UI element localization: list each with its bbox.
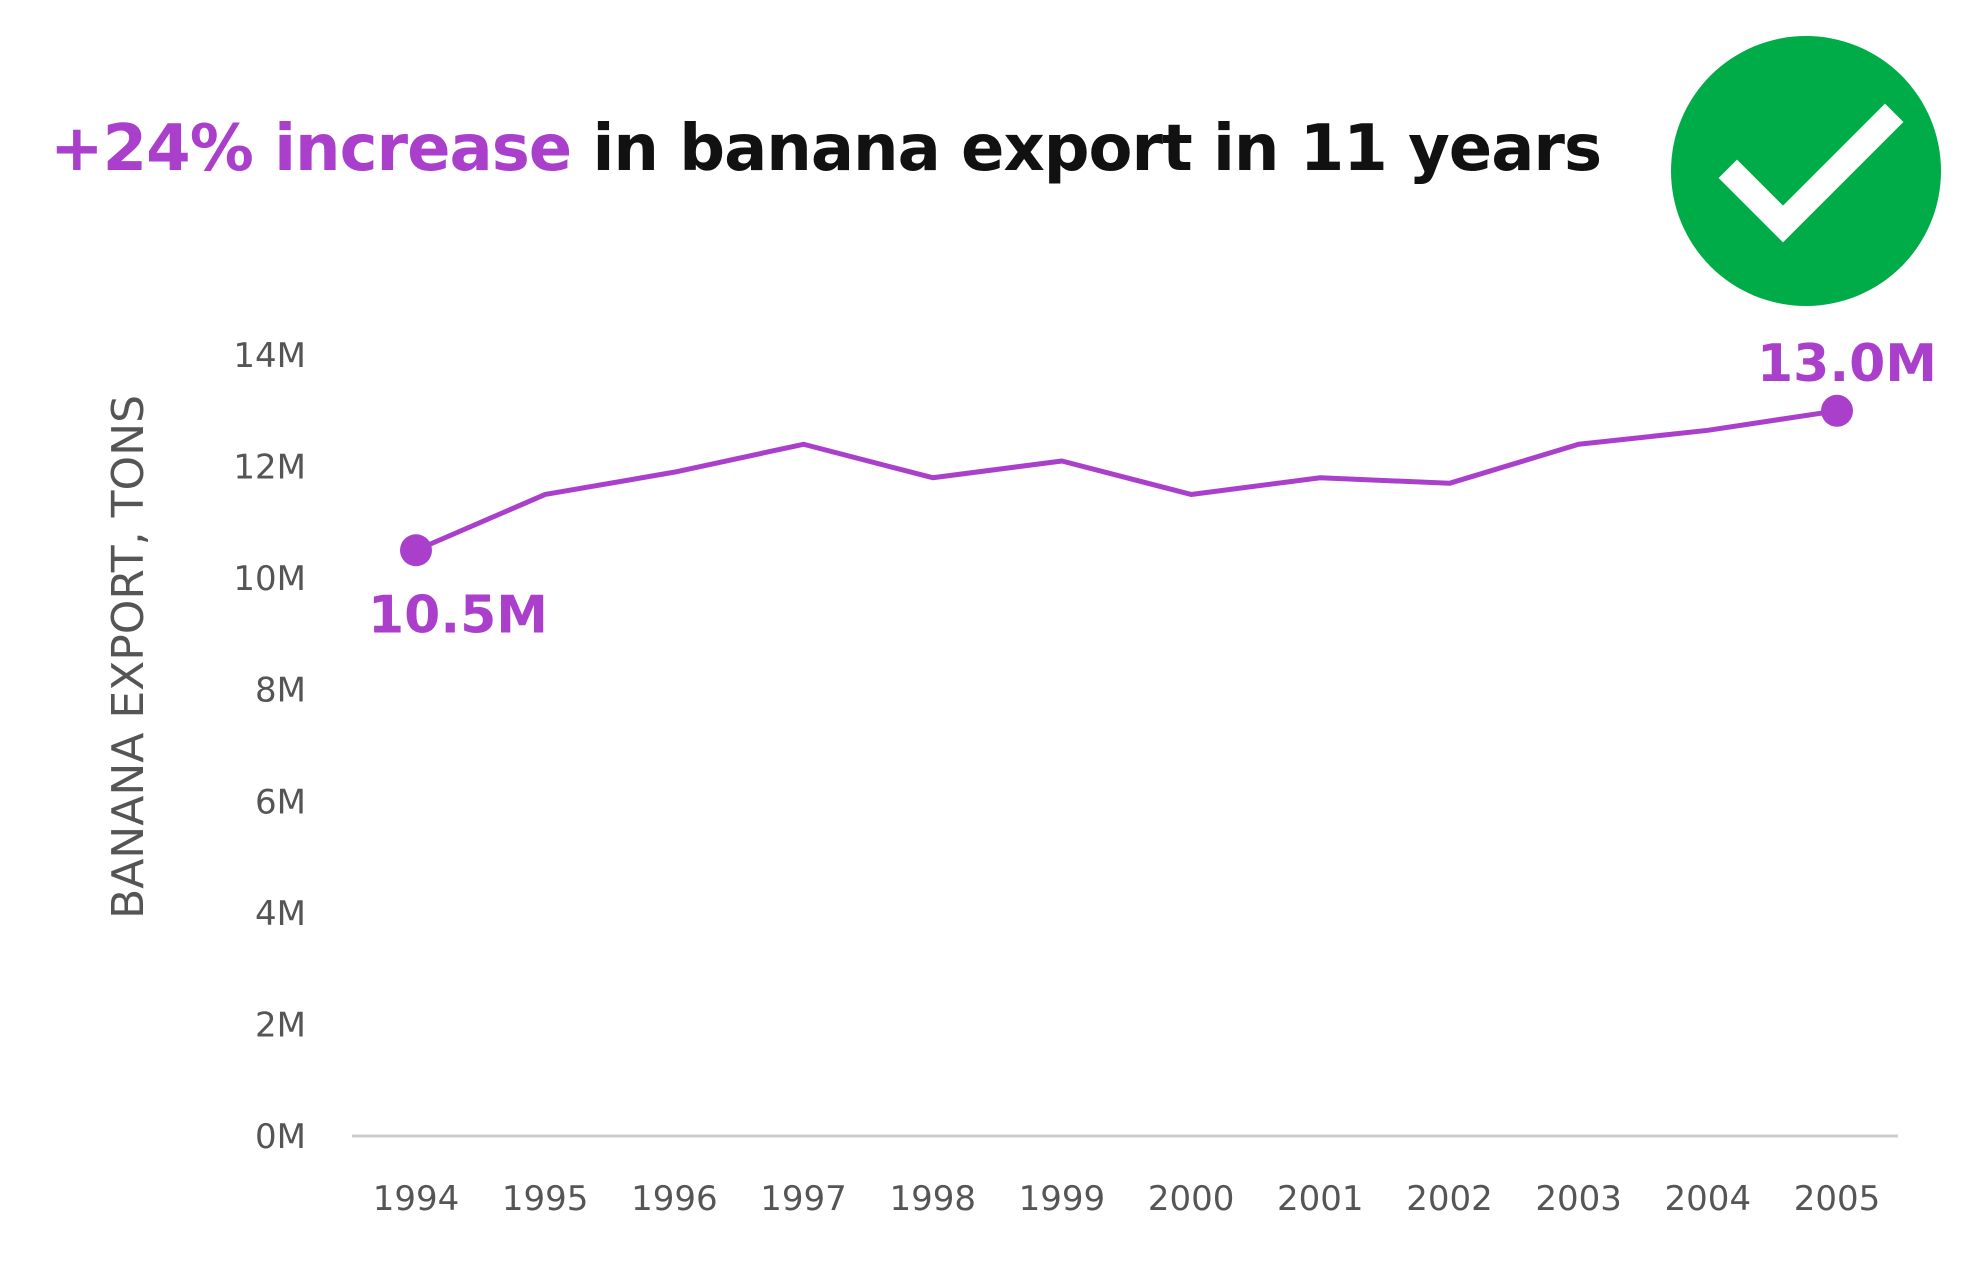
x-tick-label: 1994: [373, 1179, 460, 1219]
x-tick-label: 2001: [1277, 1179, 1364, 1219]
x-tick-label: 1997: [760, 1179, 847, 1219]
headline-highlight: +24% increase: [50, 112, 572, 186]
data-point-label: 13.0M: [1757, 334, 1937, 394]
y-tick-label: 8M: [255, 671, 306, 711]
x-tick-label: 1996: [631, 1179, 718, 1219]
y-tick-label: 6M: [255, 782, 306, 822]
data-point-label: 10.5M: [368, 585, 548, 645]
y-tick-label: 10M: [233, 559, 306, 599]
y-tick-label: 14M: [233, 336, 306, 376]
data-labels: 10.5M 13.0M: [368, 334, 1937, 645]
y-tick-label: 12M: [233, 448, 306, 488]
data-point-marker: [1821, 394, 1853, 427]
x-tick-label: 2002: [1406, 1179, 1493, 1219]
data-points: [400, 394, 1853, 567]
y-tick-label: 4M: [255, 894, 306, 934]
y-tick-label: 0M: [255, 1117, 306, 1157]
x-tick-label: 2004: [1665, 1179, 1752, 1219]
checkmark-icon: [1718, 103, 1904, 243]
x-tick-label: 1995: [502, 1179, 589, 1219]
chart-headline: +24% increase in banana export in 11 yea…: [50, 112, 1602, 186]
x-tick-label: 2003: [1535, 1179, 1622, 1219]
y-axis-title: BANANA EXPORT, TONS: [103, 395, 154, 919]
y-tick-label: 2M: [255, 1005, 306, 1045]
headline-text: in banana export in 11 years: [571, 112, 1602, 186]
data-point-marker: [400, 534, 432, 567]
badge-circle: [1671, 36, 1941, 306]
x-axis-ticks: 1994 1995 1996 1997 1998 1999 2000 2001 2002 2003…: [373, 1179, 1881, 1219]
x-tick-label: 2005: [1794, 1179, 1881, 1219]
x-tick-label: 2000: [1148, 1179, 1235, 1219]
y-axis-ticks: 0M 2M 4M 6M 8M 10M 12M 14M: [233, 336, 306, 1157]
x-tick-label: 1998: [889, 1179, 976, 1219]
x-tick-label: 1999: [1019, 1179, 1106, 1219]
checkmark-badge: [1671, 36, 1941, 306]
series-line: [413, 408, 1840, 553]
